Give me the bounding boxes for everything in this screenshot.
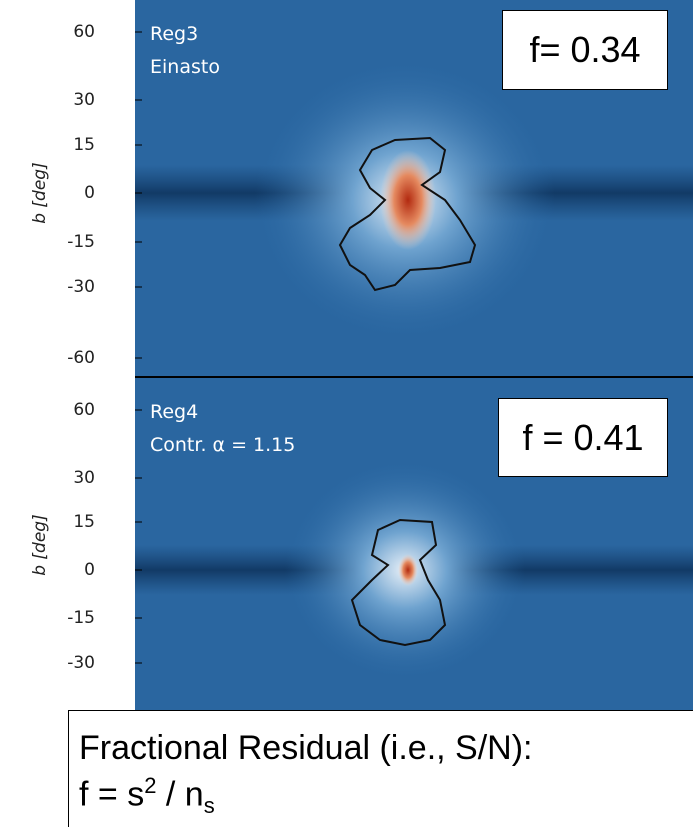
y-tick-label: -30 bbox=[67, 277, 95, 297]
y-tick-label: 0 bbox=[84, 560, 95, 580]
contour bbox=[338, 136, 477, 292]
y-tick-label: 60 bbox=[73, 400, 95, 420]
contour bbox=[350, 518, 447, 647]
f-box: f = 0.41 bbox=[498, 398, 668, 477]
region-label: Reg3 bbox=[150, 23, 198, 45]
core bbox=[380, 150, 436, 250]
figure: 60 30 15 0 -15 -30 -60 b [deg] Reg3 Einasto 60 30 15… bbox=[30, 0, 693, 710]
caption: Fractional Residual (i.e., S/N): f = s2 … bbox=[68, 710, 693, 827]
formula-part: f = s bbox=[79, 775, 145, 814]
y-tick-label: 30 bbox=[73, 90, 95, 110]
model-label: Einasto bbox=[150, 56, 220, 78]
axis-label: b [deg] bbox=[30, 162, 50, 224]
y-tick-label: -60 bbox=[67, 348, 95, 368]
y-tick-label: 30 bbox=[73, 468, 95, 488]
core bbox=[398, 554, 418, 586]
axis-label: b [deg] bbox=[30, 514, 50, 576]
y-tick-label: 15 bbox=[73, 512, 95, 532]
formula-part: / n bbox=[156, 775, 204, 814]
y-tick-label: 15 bbox=[73, 135, 95, 155]
f-box: f= 0.34 bbox=[502, 10, 668, 90]
caption-formula: f = s2 / ns bbox=[79, 767, 693, 825]
y-tick-label: -30 bbox=[67, 653, 95, 673]
region-label: Reg4 bbox=[150, 401, 198, 423]
formula-sub: s bbox=[203, 793, 215, 819]
caption-line: Fractional Residual (i.e., S/N): bbox=[79, 729, 533, 767]
y-tick-label: -15 bbox=[67, 232, 95, 252]
model-label: Contr. α = 1.15 bbox=[150, 434, 295, 456]
formula-sup: 2 bbox=[144, 773, 157, 798]
y-tick-label: 0 bbox=[84, 183, 95, 203]
y-tick-label: -15 bbox=[67, 608, 95, 628]
y-tick-label: 60 bbox=[73, 22, 95, 42]
